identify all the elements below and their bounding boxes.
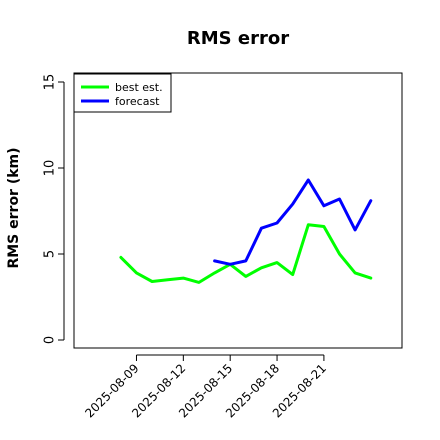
y-tick-label: 15 <box>43 74 58 91</box>
chart-title: RMS error <box>187 28 289 49</box>
series-line-forecast <box>213 178 373 266</box>
legend-box <box>73 73 172 113</box>
series-line-best-est <box>119 223 373 284</box>
y-tick-label: 5 <box>43 250 58 258</box>
x-axis: 2025-08-092025-08-122025-08-152025-08-18… <box>82 354 329 420</box>
y-tick-label: 10 <box>43 160 58 177</box>
legend: best est. forecast <box>73 73 172 113</box>
legend-label-best-est: best est. <box>115 81 163 94</box>
y-axis: 0 5 10 15 <box>43 74 65 344</box>
plot-frame <box>73 72 403 349</box>
y-axis-label: RMS error (km) <box>6 147 22 268</box>
series-layer <box>119 178 373 284</box>
legend-label-forecast: forecast <box>115 95 160 108</box>
y-tick-label: 0 <box>43 336 58 344</box>
